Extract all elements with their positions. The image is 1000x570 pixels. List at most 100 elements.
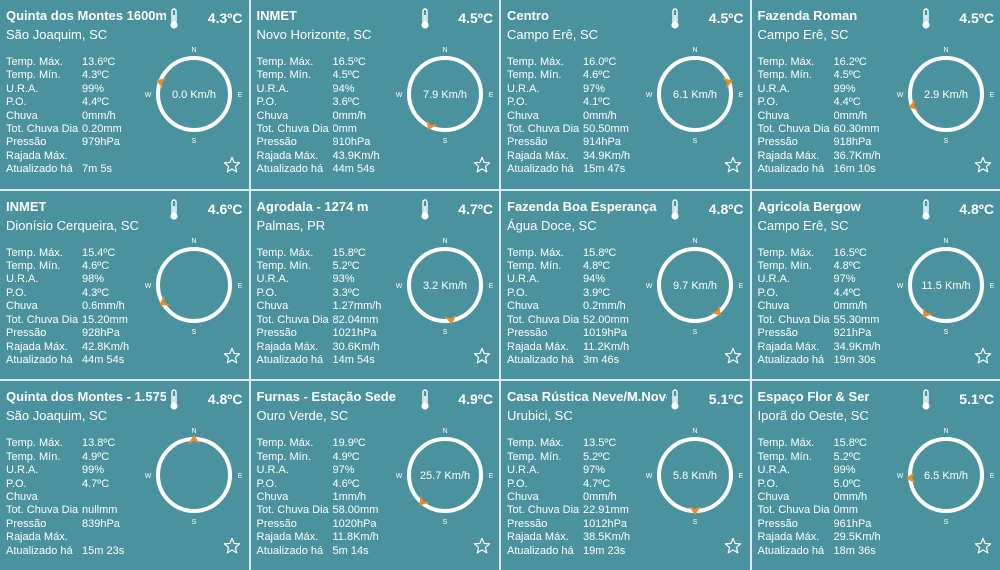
station-readings: Temp. Máx. 15.8ºC Temp. Mín. 4.8ºC U.R.A… (507, 247, 659, 368)
row-atualizado: Atualizado há 3m 46s (507, 354, 659, 367)
compass-west-label: W (646, 92, 653, 99)
favorite-star-icon[interactable] (473, 537, 491, 555)
wind-compass: N S E W 9.7 Km/h (646, 238, 744, 335)
station-name: Agricola Bergow (757, 198, 861, 214)
value-rajada (82, 531, 158, 544)
favorite-star-icon[interactable] (724, 156, 742, 174)
row-rajada: Rajada Máx. 34.9Km/h (507, 150, 659, 163)
temperature-unit: ºC (978, 391, 994, 408)
value-pressao: 1019hPa (583, 327, 628, 340)
station-card[interactable]: Furnas - Estação Sede Ouro Verde, SC 4.9… (250, 381, 499, 570)
row-chuva_dia: Tot. Chuva Dia 0.20mm (6, 123, 158, 136)
favorite-star-icon[interactable] (974, 347, 992, 365)
compass-east-label: E (739, 92, 744, 99)
label-tmax: Temp. Máx. (757, 246, 815, 259)
value-tmin: 4.9ºC (332, 450, 360, 463)
value-po: 4.3ºC (82, 286, 110, 299)
row-po: P.O. 4.7ºC (6, 478, 158, 491)
favorite-star-icon[interactable] (974, 537, 992, 555)
station-card[interactable]: Fazenda Roman Campo Erê, SC 4.5ºC Temp. … (751, 0, 1000, 189)
current-temperature: 4.5ºC (959, 10, 994, 26)
label-rajada: Rajada Máx. (757, 149, 820, 162)
label-pressao: Pressão (757, 136, 798, 149)
favorite-star-icon[interactable] (473, 347, 491, 365)
wind-speed: 11.5 Km/h (921, 280, 970, 292)
favorite-star-icon[interactable] (473, 156, 491, 174)
label-pressao: Pressão (6, 517, 47, 530)
station-card[interactable]: Centro Campo Erê, SC 4.5ºC Temp. Máx. 16… (501, 0, 750, 189)
value-po: 3.3ºC (332, 286, 360, 299)
label-chuva_dia: Tot. Chuva Dia (507, 123, 580, 136)
label-chuva: Chuva (6, 490, 38, 503)
row-po: P.O. 4.4ºC (758, 96, 910, 109)
temperature-value: 5.1 (708, 391, 729, 408)
value-ura: 97% (583, 464, 606, 477)
compass-south-label: S (442, 138, 447, 144)
value-rajada: 38.5Km/h (583, 531, 631, 544)
favorite-star-icon[interactable] (223, 347, 241, 365)
favorite-star-icon[interactable] (974, 156, 992, 174)
station-card[interactable]: Agrodala - 1274 m Palmas, PR 4.7ºC Temp.… (250, 190, 499, 380)
row-rajada: Rajada Máx. 29.5Km/h (758, 531, 910, 544)
label-chuva: Chuva (6, 109, 38, 122)
value-ura: 99% (833, 464, 856, 477)
station-card[interactable]: Quinta dos Montes 1600m São Joaquim, SC … (0, 0, 249, 189)
value-tmax: 16.5ºC (332, 56, 366, 68)
compass-north-label: N (692, 238, 697, 245)
row-chuva: Chuva 0mm/h (507, 491, 659, 504)
compass-west-label: W (646, 473, 653, 480)
station-card[interactable]: Quinta dos Montes - 1.575 São Joaquim, S… (0, 381, 249, 570)
favorite-star-icon[interactable] (724, 537, 742, 555)
thermometer-icon (921, 8, 930, 29)
temperature-value: 4.9 (458, 391, 478, 408)
compass-north-label: N (692, 47, 697, 54)
row-tmax: Temp. Máx. 13.5ºC (507, 437, 659, 450)
thermometer-icon (170, 389, 178, 410)
value-atualizado: 44m 54s (332, 163, 375, 176)
label-rajada: Rajada Máx. (757, 531, 820, 544)
label-tmax: Temp. Máx. (507, 56, 564, 68)
compass-south-label: S (693, 138, 698, 144)
label-ura: U.R.A. (256, 464, 289, 477)
compass-west-label: W (646, 283, 653, 290)
station-name: Quinta dos Montes 1600m (6, 8, 166, 23)
row-ura: U.R.A. 94% (507, 273, 659, 286)
favorite-star-icon[interactable] (223, 537, 241, 555)
station-card[interactable]: Agricola Bergow Campo Erê, SC 4.8ºC Temp… (751, 190, 1000, 380)
compass-south-label: S (442, 519, 447, 525)
wind-speed: 9.7 Km/h (673, 280, 717, 292)
station-card[interactable]: INMET Dionísio Cerqueira, SC 4.6ºC Temp.… (0, 190, 249, 380)
favorite-star-icon[interactable] (223, 156, 241, 174)
compass-west-label: W (396, 283, 403, 290)
row-chuva_dia: Tot. Chuva Dia 0mm (257, 123, 409, 136)
station-name: Casa Rústica Neve/M.Novo (507, 389, 667, 405)
station-card[interactable]: Espaço Flor & Ser Iporã do Oeste, SC 5.1… (751, 381, 1000, 570)
station-name: INMET (256, 8, 297, 23)
temperature-value: 4.8 (207, 391, 228, 408)
value-chuva_dia: 58.00mm (332, 504, 379, 517)
station-card[interactable]: Casa Rústica Neve/M.Novo Urubici, SC 5.1… (501, 381, 750, 570)
value-tmin: 4.6ºC (82, 260, 110, 273)
row-chuva: Chuva 0mm/h (758, 300, 910, 313)
station-location: Urubici, SC (507, 408, 573, 424)
temperature-value: 4.5 (959, 10, 979, 26)
label-pressao: Pressão (256, 327, 297, 340)
station-card[interactable]: INMET Novo Horizonte, SC 4.5ºC Temp. Máx… (250, 0, 499, 189)
label-po: P.O. (757, 477, 779, 490)
label-chuva: Chuva (256, 300, 289, 313)
value-pressao: 928hPa (82, 327, 120, 340)
station-card[interactable]: Fazenda Boa Esperança Água Doce, SC 4.8º… (501, 190, 750, 380)
thermometer-icon (921, 198, 930, 220)
current-temperature: 4.6ºC (208, 201, 243, 217)
label-tmin: Temp. Mín. (757, 69, 812, 82)
label-atualizado: Atualizado há (507, 353, 574, 366)
compass-east-label: E (488, 92, 493, 99)
row-rajada: Rajada Máx. 36.7Km/h (758, 150, 910, 163)
label-chuva: Chuva (757, 490, 790, 503)
value-pressao: 961hPa (833, 517, 872, 530)
value-ura: 94% (583, 273, 606, 286)
wind-compass: N S E W 5.8 Km/h (646, 428, 744, 525)
label-chuva: Chuva (507, 300, 539, 313)
wind-speed: 25.7 Km/h (419, 470, 469, 482)
favorite-star-icon[interactable] (724, 347, 742, 365)
